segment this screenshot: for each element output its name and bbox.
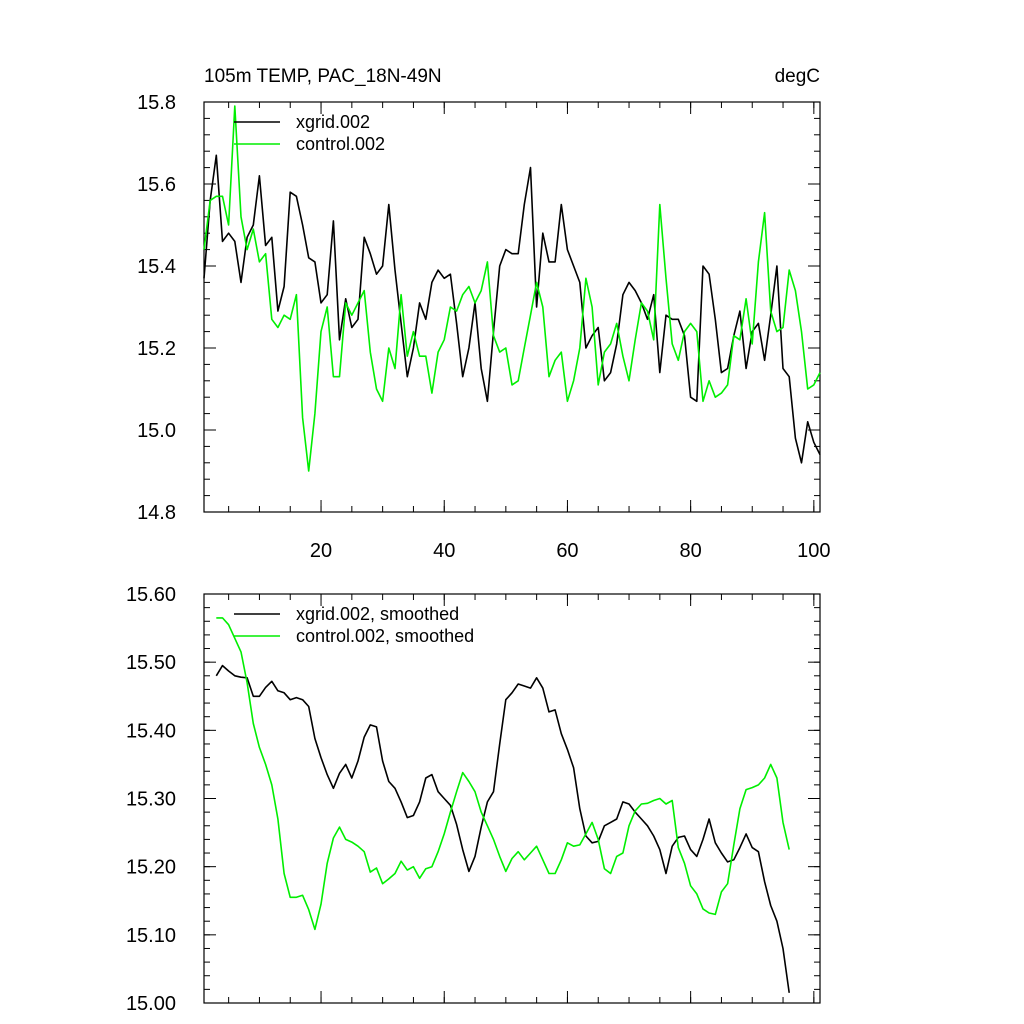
x-tick-label: 60 <box>556 540 578 562</box>
series-line-control <box>203 105 821 472</box>
y-tick-label: 15.00 <box>126 993 176 1015</box>
plot-frame <box>203 593 821 1004</box>
legend-label: xgrid.002 <box>296 112 370 132</box>
y-tick-label: 15.2 <box>137 338 176 360</box>
y-tick-label: 15.0 <box>137 420 176 442</box>
bottom-panel: 15.00 15.10 15.20 15.30 15.40 15.50 15.60 xgrid… <box>126 584 821 1015</box>
y-tick-label: 15.50 <box>126 652 176 674</box>
x-tick-label: 100 <box>797 540 830 562</box>
y-tick-label: 15.40 <box>126 720 176 742</box>
y-tick-label: 15.6 <box>137 174 176 196</box>
chart-title: 105m TEMP, PAC_18N-49N <box>204 66 442 87</box>
top-panel: 105m TEMP, PAC_18N-49N degC 14.8 15.0 15.2… <box>137 66 830 562</box>
y-tick-label: 14.8 <box>137 502 176 524</box>
y-tick-label: 15.20 <box>126 857 176 879</box>
y-tick-label: 15.4 <box>137 256 176 278</box>
plot-frame <box>203 101 821 513</box>
series-line-xgrid <box>203 154 821 464</box>
units-label: degC <box>775 66 820 87</box>
x-tick-label: 80 <box>680 540 702 562</box>
legend-label: control.002 <box>296 134 385 154</box>
y-tick-label: 15.10 <box>126 925 176 947</box>
legend-label: control.002, smoothed <box>296 626 474 646</box>
x-tick-label: 40 <box>433 540 455 562</box>
y-tick-label: 15.30 <box>126 789 176 811</box>
x-tick-label: 20 <box>310 540 332 562</box>
series-line-control <box>216 617 790 931</box>
y-tick-label: 15.8 <box>137 92 176 114</box>
y-tick-label: 15.60 <box>126 584 176 606</box>
legend-label: xgrid.002, smoothed <box>296 604 459 624</box>
series-line-xgrid <box>215 664 790 993</box>
